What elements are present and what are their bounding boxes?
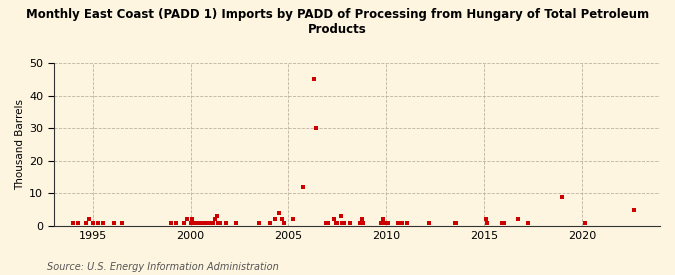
Point [81,221,92,225]
Point [198,221,209,225]
Point [73,221,84,225]
Point [298,185,308,189]
Point [203,221,214,225]
Point [277,217,288,222]
Point [497,221,508,225]
Point [482,221,493,225]
Point [423,221,434,225]
Point [321,221,331,225]
Point [628,207,639,212]
Point [231,221,242,225]
Point [265,221,276,225]
Point [450,221,460,225]
Point [379,221,390,225]
Point [97,221,108,225]
Point [185,221,196,225]
Point [117,221,128,225]
Point [355,221,366,225]
Point [205,221,215,225]
Point [188,221,199,225]
Point [270,217,281,222]
Point [288,217,299,222]
Point [451,221,462,225]
Point [377,217,388,222]
Point [480,217,491,222]
Point [513,217,524,222]
Point [182,217,192,222]
Point [309,77,320,81]
Point [322,221,333,225]
Point [329,217,340,222]
Point [397,221,408,225]
Point [402,221,412,225]
Point [392,221,403,225]
Point [335,214,346,218]
Point [194,221,205,225]
Point [190,221,201,225]
Point [221,221,232,225]
Point [196,221,207,225]
Point [338,221,349,225]
Point [92,221,103,225]
Point [210,217,221,222]
Point [310,126,321,130]
Point [109,221,119,225]
Point [337,221,348,225]
Point [356,217,367,222]
Point [522,221,533,225]
Point [498,221,509,225]
Point [179,221,190,225]
Point [254,221,265,225]
Point [345,221,356,225]
Point [68,221,79,225]
Point [557,194,568,199]
Text: Monthly East Coast (PADD 1) Imports by PADD of Processing from Hungary of Total : Monthly East Coast (PADD 1) Imports by P… [26,8,649,36]
Point [278,221,289,225]
Point [382,221,393,225]
Point [201,221,212,225]
Point [330,221,341,225]
Point [376,221,387,225]
Point [165,221,176,225]
Point [171,221,182,225]
Point [88,221,99,225]
Point [208,221,219,225]
Point [213,221,224,225]
Text: Source: U.S. Energy Information Administration: Source: U.S. Energy Information Administ… [47,262,279,272]
Point [358,221,369,225]
Y-axis label: Thousand Barrels: Thousand Barrels [15,99,25,190]
Point [187,217,198,222]
Point [580,221,591,225]
Point [215,221,225,225]
Point [84,217,95,222]
Point [332,221,343,225]
Point [273,211,284,215]
Point [211,214,222,218]
